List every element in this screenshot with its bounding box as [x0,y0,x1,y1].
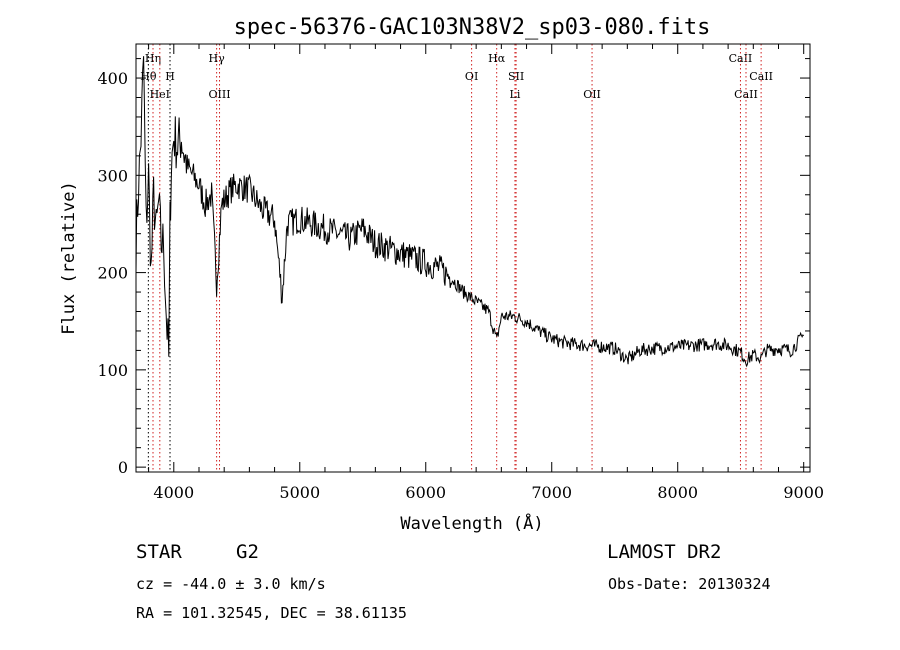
x-tick-label-3: 7000 [531,483,572,502]
line-label-0: Hη [145,52,161,65]
line-label-2: H [165,70,175,83]
line-label-9: Li [510,88,521,101]
line-label-4: Hγ [209,52,226,65]
line-label-13: CaII [734,88,758,101]
line-label-5: OIII [208,88,230,101]
x-tick-label-1: 5000 [279,483,320,502]
line-label-8: SII [508,70,524,83]
subclass: G2 [236,541,259,563]
redshift-velocity: cz = -44.0 ± 3.0 km/s [136,575,326,593]
y-tick-label-3: 300 [97,166,128,185]
x-tick-label-2: 6000 [405,483,446,502]
plot-frame [135,43,811,473]
x-tick-label-5: 9000 [783,483,824,502]
observation-date: Obs-Date: 20130324 [608,575,771,593]
spectrum-series [135,56,805,368]
coordinates: RA = 101.32545, DEC = 38.61135 [136,604,407,622]
line-label-11: CaII [729,52,753,65]
y-axis-label: Flux (relative) [59,181,79,335]
y-tick-label-0: 0 [118,458,128,477]
y-tick-label-1: 100 [97,361,128,380]
y-tick-label-4: 400 [97,69,128,88]
x-tick-label-0: 4000 [153,483,194,502]
chart-title: spec-56376-GAC103N38V2_sp03-080.fits [234,15,711,40]
line-label-6: OI [465,70,478,83]
line-label-7: Hα [488,52,506,65]
survey-name: LAMOST DR2 [607,541,722,563]
x-axis-label: Wavelength (Å) [400,512,543,534]
line-label-10: OII [583,88,601,101]
y-tick-label-2: 200 [97,264,128,283]
axis-ticks: 4000 5000 6000 7000 8000 9000 0 100 200 300 400 [97,44,824,502]
x-tick-label-4: 8000 [657,483,698,502]
line-label-12: CaII [749,70,773,83]
line-label-3: HeI [150,88,170,101]
object-class: STAR [136,541,182,563]
spectrum-line [135,56,805,368]
